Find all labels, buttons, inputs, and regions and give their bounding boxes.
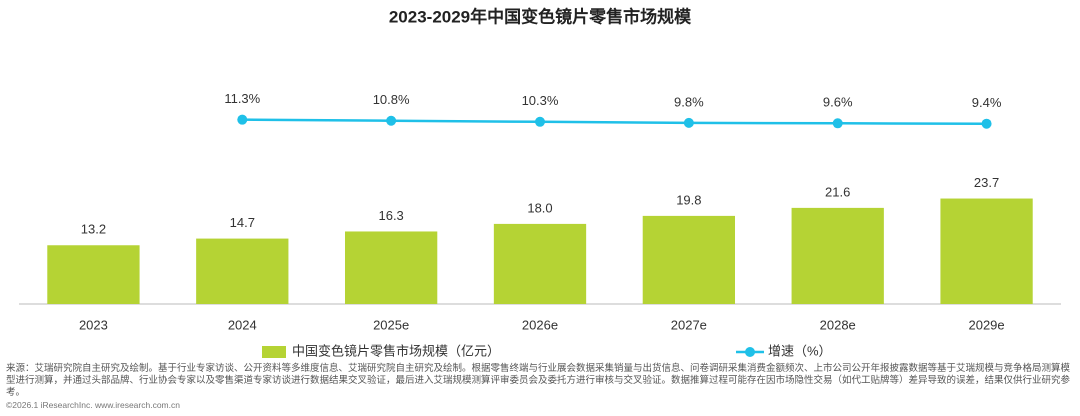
bar	[642, 215, 736, 304]
bar	[344, 231, 438, 304]
line-marker	[386, 115, 397, 126]
line-marker	[832, 118, 843, 129]
legend-swatch	[262, 346, 286, 358]
data-label: 9.8%	[674, 94, 704, 109]
bar	[196, 238, 289, 304]
line-marker	[237, 114, 248, 125]
chart-title: 2023-2029年中国变色镜片零售市场规模	[389, 6, 692, 26]
x-tick-label: 2028e	[820, 317, 856, 332]
source-note: 来源：艾瑞研究院自主研究及绘制。基于行业专家访谈、公开资料等多维度信息、艾瑞研究…	[6, 363, 1071, 398]
copyright: ©2026.1 iResearchInc. www.iresearch.com.…	[6, 400, 180, 410]
line-marker	[683, 117, 694, 128]
x-tick-label: 2027e	[671, 317, 707, 332]
data-label: 13.2	[81, 222, 106, 237]
legend-label: 增速（%）	[768, 343, 832, 358]
bar	[47, 245, 140, 304]
bar	[493, 223, 587, 304]
data-label: 11.3%	[224, 91, 260, 106]
data-label: 18.0	[527, 200, 552, 215]
x-tick-label: 2029e	[968, 317, 1004, 332]
line	[242, 118, 987, 125]
x-tick-label: 2026e	[522, 317, 558, 332]
data-label: 14.7	[230, 215, 255, 230]
x-tick-label: 2023	[79, 317, 108, 332]
legend-label: 中国变色镜片零售市场规模（亿元）	[292, 343, 500, 358]
line-marker	[981, 118, 992, 129]
line-marker	[535, 116, 545, 127]
legend-swatch	[745, 347, 755, 357]
bar	[791, 207, 884, 304]
data-label: 23.7	[974, 175, 999, 190]
data-label: 9.4%	[972, 95, 1002, 110]
chart: 2023-2029年中国变色镜片零售市场规模 2023 2024 2025e 2026…	[19, 6, 1061, 358]
data-label: 19.8	[676, 192, 701, 207]
data-label: 21.6	[825, 184, 850, 199]
bar	[940, 198, 1033, 304]
x-tick-label: 2024	[228, 317, 257, 332]
x-tick-label: 2025e	[373, 317, 409, 332]
data-label: 16.3	[378, 208, 403, 223]
data-label: 10.3%	[522, 93, 559, 108]
data-label: 9.6%	[823, 95, 853, 110]
data-label: 10.8%	[373, 92, 410, 107]
